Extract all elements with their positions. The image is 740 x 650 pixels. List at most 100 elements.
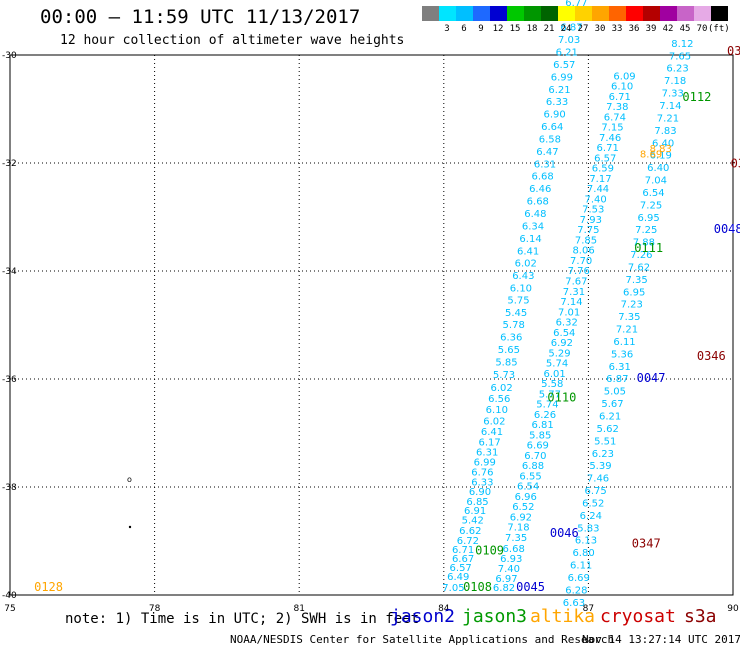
y-tick-label: -32 xyxy=(2,159,17,169)
pass-time-label: 0111 xyxy=(634,241,663,255)
data-marks: 7.056.496.576.676.716.726.625.426.916.85… xyxy=(34,0,740,609)
pass-time-label: 0112 xyxy=(682,90,711,104)
colorbar-swatch xyxy=(456,6,474,21)
wave-height-value: 6.92 xyxy=(551,338,573,349)
colorbar-label: 15 xyxy=(509,24,521,34)
wave-height-value: 7.93 xyxy=(580,215,602,226)
colorbar-swatch xyxy=(660,6,678,21)
wave-height-value: 7.17 xyxy=(589,174,611,185)
wave-height-value: 6.11 xyxy=(570,561,592,572)
wave-height-value: 6.36 xyxy=(500,333,522,344)
wave-height-value: 7.05 xyxy=(442,583,464,594)
plot-axes: 75 78 81 84 87 90 -30 -32 -34 -36 -38 -40 o xyxy=(2,51,739,614)
wave-height-value: 5.83 xyxy=(577,523,599,534)
wave-height-value: 6.92 xyxy=(510,512,532,523)
wave-height-value: 5.85 xyxy=(529,430,551,441)
wave-height-value: 6.23 xyxy=(666,64,688,75)
colorbar-swatch xyxy=(626,6,644,21)
wave-height-value: 6.57 xyxy=(553,60,575,71)
colorbar-label: 45 xyxy=(679,24,691,34)
pass-time-label: 0047 xyxy=(637,371,666,385)
wave-height-value: 6.33 xyxy=(471,477,493,488)
wave-height-value: 6.46 xyxy=(529,184,551,195)
wave-height-value: 6.63 xyxy=(563,598,585,609)
wave-height-value: 7.65 xyxy=(669,51,691,62)
colorbar-swatch xyxy=(575,6,593,21)
wave-height-value: 8.06 xyxy=(572,246,594,257)
colorbar-label: 70 xyxy=(696,24,708,34)
wave-height-value: 6.81 xyxy=(531,420,553,431)
wave-height-value: 6.28 xyxy=(565,585,587,596)
y-tick-label: -36 xyxy=(2,375,17,385)
colorbar-swatch xyxy=(677,6,695,21)
wave-height-value: 7.31 xyxy=(563,287,585,298)
colorbar-swatch xyxy=(473,6,491,21)
pass-time-label: 0108 xyxy=(463,580,492,594)
wave-height-value: 5.05 xyxy=(604,387,626,398)
wave-height-value: 7.14 xyxy=(659,101,681,112)
wave-height-value: 6.99 xyxy=(474,457,496,468)
colorbar-label: 36 xyxy=(628,24,640,34)
colorbar-label: 42 xyxy=(662,24,674,34)
wave-height-value: 6.87 xyxy=(606,374,628,385)
wave-height-value: 5.39 xyxy=(589,461,611,472)
wave-height-value: 6.58 xyxy=(539,134,561,145)
wave-height-value: 6.21 xyxy=(548,85,570,96)
wave-height-value: 5.42 xyxy=(462,516,484,527)
wave-height-value: 8.69 xyxy=(640,150,662,161)
wave-height-value: 5.29 xyxy=(548,348,570,359)
wave-height-value: 6.87 xyxy=(560,23,582,34)
colorbar-swatch xyxy=(439,6,457,21)
wave-height-value: 6.01 xyxy=(544,369,566,380)
wave-height-value: 6.74 xyxy=(604,112,626,123)
wave-height-value: 7.35 xyxy=(505,533,527,544)
x-tick-label: 81 xyxy=(293,604,304,614)
wave-height-value: 6.23 xyxy=(592,449,614,460)
colorbar-label: 9 xyxy=(478,24,484,34)
pass-time-label: 0109 xyxy=(475,544,504,558)
colorbar-swatch xyxy=(711,6,729,21)
colorbar-swatch xyxy=(422,6,440,21)
legend-cryosat: cryosat xyxy=(600,606,676,627)
wave-height-value: 6.75 xyxy=(584,486,606,497)
wave-height-value: 6.31 xyxy=(609,362,631,373)
colorbar-swatch xyxy=(541,6,559,21)
wave-height-value: 5.62 xyxy=(597,424,619,435)
wave-height-value: 6.21 xyxy=(599,412,621,423)
wave-height-value: 6.33 xyxy=(546,97,568,108)
wave-height-value: 6.99 xyxy=(551,72,573,83)
wave-height-value: 5.45 xyxy=(505,308,527,319)
colorbar-unit: (ft) xyxy=(708,24,730,34)
wave-height-value: 7.88 xyxy=(633,238,655,249)
wave-height-value: 6.71 xyxy=(452,545,474,556)
wave-height-value: 5.51 xyxy=(594,436,616,447)
wave-height-value: 6.11 xyxy=(613,337,635,348)
wave-height-value: 7.18 xyxy=(507,523,529,534)
y-tick-label: -30 xyxy=(2,51,17,61)
wave-height-value: 6.56 xyxy=(488,394,510,405)
wave-height-value: 6.21 xyxy=(556,48,578,59)
wave-height-value: 6.69 xyxy=(568,573,590,584)
wave-height-value: 6.55 xyxy=(519,471,541,482)
wave-height-value: 6.54 xyxy=(553,328,575,339)
wave-height-value: 6.19 xyxy=(650,151,672,162)
pass-time-label: 0128 xyxy=(34,580,63,594)
chart-subtitle: 12 hour collection of altimeter wave hei… xyxy=(60,33,405,48)
colorbar-swatch xyxy=(609,6,627,21)
pass-time-label: 034 xyxy=(727,44,740,58)
wave-height-value: 6.09 xyxy=(613,71,635,82)
wave-height-value: 5.73 xyxy=(493,370,515,381)
wave-height-value: 7.53 xyxy=(582,205,604,216)
wave-height-value: 7.40 xyxy=(498,564,520,575)
wave-height-value: 7.40 xyxy=(584,194,606,205)
wave-height-value: 7.21 xyxy=(616,325,638,336)
plot-grid xyxy=(10,55,733,595)
legend-s3a: s3a xyxy=(684,606,717,627)
wave-height-value: 6.62 xyxy=(459,526,481,537)
wave-height-value: 6.90 xyxy=(469,487,491,498)
colorbar-label: 3 xyxy=(444,24,450,34)
wave-height-value: 5.65 xyxy=(498,345,520,356)
wave-height-value: 7.03 xyxy=(558,35,580,46)
wave-height-value: 6.95 xyxy=(638,213,660,224)
wave-height-value: 7.21 xyxy=(657,113,679,124)
